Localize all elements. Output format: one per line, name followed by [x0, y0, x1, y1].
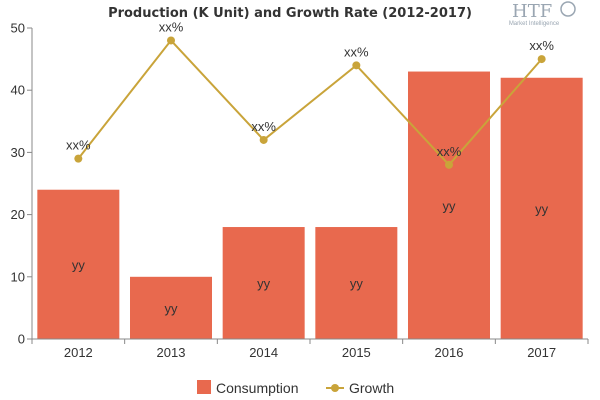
growth-line: [77, 38, 543, 167]
x-tick-label-2015: 2015: [342, 345, 371, 360]
legend-marker-growth: [331, 384, 339, 392]
growth-label-2016: xx%: [437, 144, 462, 159]
growth-point-2015: [352, 61, 361, 70]
bar-2017: [500, 77, 583, 339]
bar-2013: [130, 276, 212, 339]
legend-label-growth: Growth: [349, 380, 394, 396]
x-axis: 2012 2013 2014 2015 2016 2017: [31, 338, 589, 360]
bar-2015: [315, 227, 398, 339]
growth-label-2012: xx%: [66, 138, 91, 153]
y-tick-label: 0: [18, 332, 25, 347]
chart-title: Production (K Unit) and Growth Rate (201…: [108, 6, 472, 21]
growth-label-2015: xx%: [344, 44, 369, 59]
bar-2016: [408, 71, 490, 339]
y-tick-label: 20: [11, 207, 25, 222]
growth-point-2016: [445, 160, 453, 169]
x-tick-label-2017: 2017: [527, 345, 556, 360]
line-series-growth: [74, 36, 546, 169]
bar-label-2017: yy: [535, 201, 549, 216]
growth-label-2013: xx%: [159, 19, 184, 34]
x-tick-label-2012: 2012: [64, 345, 93, 360]
legend: Consumption Growth: [197, 380, 394, 396]
growth-label-2014: xx%: [251, 119, 276, 134]
y-axis: 0 10 20 30 40 50: [11, 21, 33, 347]
x-tick-label-2013: 2013: [157, 345, 186, 360]
bar-label-2014: yy: [257, 276, 271, 291]
legend-swatch-consumption: [197, 380, 211, 394]
y-tick-label: 50: [11, 21, 25, 36]
logo-globe-icon: [560, 1, 576, 17]
bar-label-2012: yy: [72, 257, 86, 272]
growth-point-2013: [167, 36, 175, 45]
x-tick-label-2014: 2014: [249, 345, 278, 360]
bar-data-labels: yy yy yy yy yy yy: [72, 198, 549, 316]
growth-point-2014: [259, 135, 268, 144]
bar-label-2016: yy: [443, 198, 457, 213]
y-tick-label: 40: [11, 83, 25, 98]
bar-series-consumption: [37, 71, 583, 339]
watermark-logo: HTF Market Intelligence: [509, 1, 576, 27]
bar-2014: [222, 227, 305, 339]
logo-subtext: Market Intelligence: [509, 21, 560, 27]
y-tick-label: 10: [11, 269, 25, 284]
legend-label-consumption: Consumption: [216, 380, 299, 396]
bar-label-2013: yy: [165, 301, 179, 316]
logo-text: HTF: [512, 1, 552, 22]
bar-2012: [37, 189, 120, 339]
growth-label-2017: xx%: [529, 38, 554, 53]
line-data-labels: xx% xx% xx% xx% xx% xx%: [66, 19, 554, 158]
growth-point-2012: [74, 154, 83, 163]
y-tick-label: 30: [11, 145, 25, 160]
bar-label-2015: yy: [350, 276, 364, 291]
x-tick-label-2016: 2016: [435, 345, 464, 360]
growth-point-2017: [537, 55, 546, 64]
